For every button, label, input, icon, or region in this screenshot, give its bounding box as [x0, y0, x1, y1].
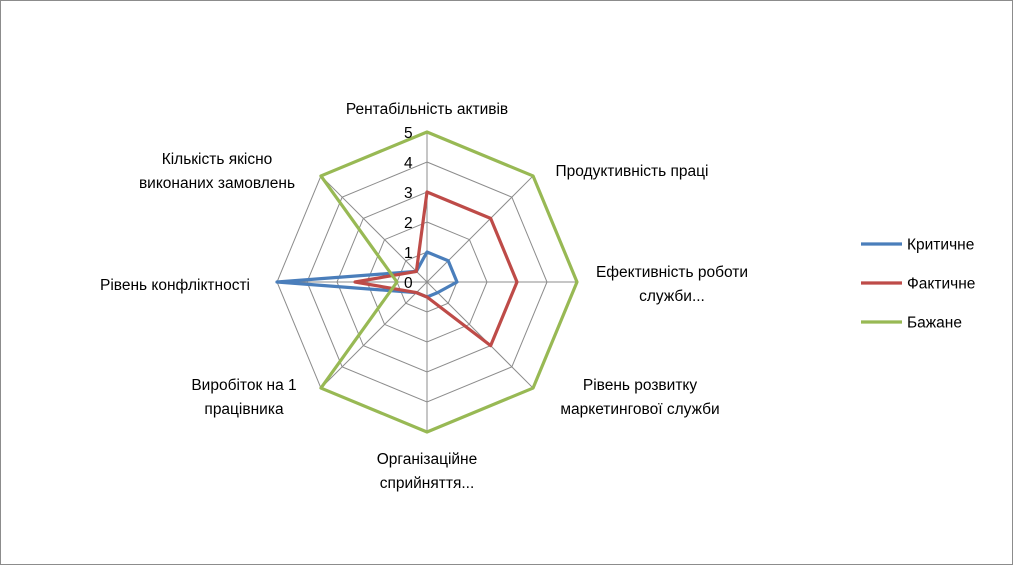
- category-label: Рівень розвитку маркетингової служби: [560, 377, 719, 418]
- category-label: Кількість якісно виконаних замовлень: [139, 151, 295, 192]
- series-line: [353, 190, 519, 348]
- category-labels: Рентабільність активів Продуктивність пра…: [100, 101, 748, 492]
- legend-entry: Фактичне: [907, 276, 975, 293]
- tick-label: 5: [404, 125, 413, 142]
- tick-label: 0: [404, 275, 413, 292]
- tick-label: 4: [404, 155, 413, 172]
- radar-series: [275, 130, 579, 434]
- grid-spoke: [320, 175, 428, 283]
- series-line: [319, 130, 579, 434]
- category-label: Ефективність роботи служби...: [596, 264, 748, 305]
- legend-entry: Критичне: [907, 237, 974, 254]
- legend-entry: Бажане: [907, 315, 962, 332]
- category-label: Організаційне сприйняття...: [377, 451, 478, 492]
- legend: Критичне Фактичне Бажане: [861, 237, 975, 332]
- grid-spoke: [320, 281, 428, 389]
- grid-spoke: [426, 175, 534, 283]
- tick-label: 3: [404, 185, 413, 202]
- category-label: Рентабільність активів: [346, 101, 508, 118]
- series-line: [275, 250, 459, 299]
- tick-label: 2: [404, 215, 413, 232]
- category-label: Рівень конфліктності: [100, 277, 250, 294]
- grid-spoke: [426, 281, 534, 389]
- category-label: Виробіток на 1 працівника: [191, 377, 296, 418]
- radial-tick-labels: 0 1 2 3 4 5: [404, 125, 413, 292]
- category-label: Продуктивність праці: [556, 163, 709, 180]
- tick-label: 1: [404, 245, 413, 262]
